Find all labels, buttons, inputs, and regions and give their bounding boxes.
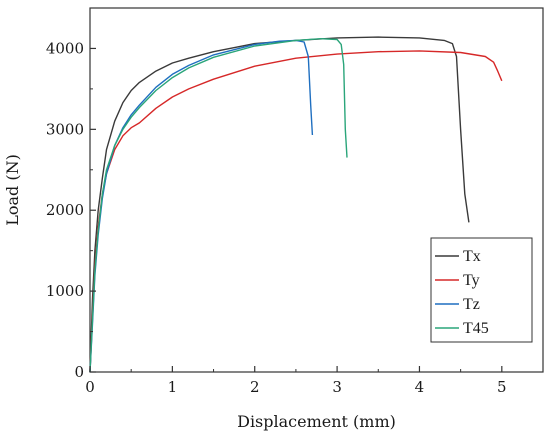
legend: Tx Ty Tz T45	[430, 237, 533, 343]
plot-frame	[89, 7, 544, 373]
legend-label-tx: Tx	[463, 248, 481, 265]
x-tick-label: 5	[497, 378, 507, 396]
legend-label-t45: T45	[463, 320, 489, 337]
x-tick-label: 3	[332, 378, 342, 396]
plot-border	[89, 7, 544, 373]
x-tick-label: 0	[85, 378, 95, 396]
series-line-tz	[89, 39, 314, 373]
y-tick-label: 0	[74, 363, 84, 381]
y-axis-title: Load (N)	[3, 154, 22, 226]
x-tick-label: 2	[250, 378, 260, 396]
y-tick-label: 3000	[46, 120, 84, 138]
series-layer	[89, 36, 503, 373]
x-tick-label: 4	[415, 378, 425, 396]
y-tick-label: 4000	[46, 39, 84, 57]
series-line-t45	[89, 38, 348, 373]
x-axis-title: Displacement (mm)	[237, 412, 396, 431]
axis-layer: 0 1 2 3 4 5 0 1000 2000 3000 4000	[46, 39, 507, 396]
legend-label-ty: Ty	[463, 272, 480, 289]
x-tick-label: 1	[168, 378, 178, 396]
y-tick-label: 1000	[46, 282, 84, 300]
legend-label-tz: Tz	[463, 296, 480, 313]
y-tick-label: 2000	[46, 201, 84, 219]
series-line-tx	[89, 36, 470, 373]
